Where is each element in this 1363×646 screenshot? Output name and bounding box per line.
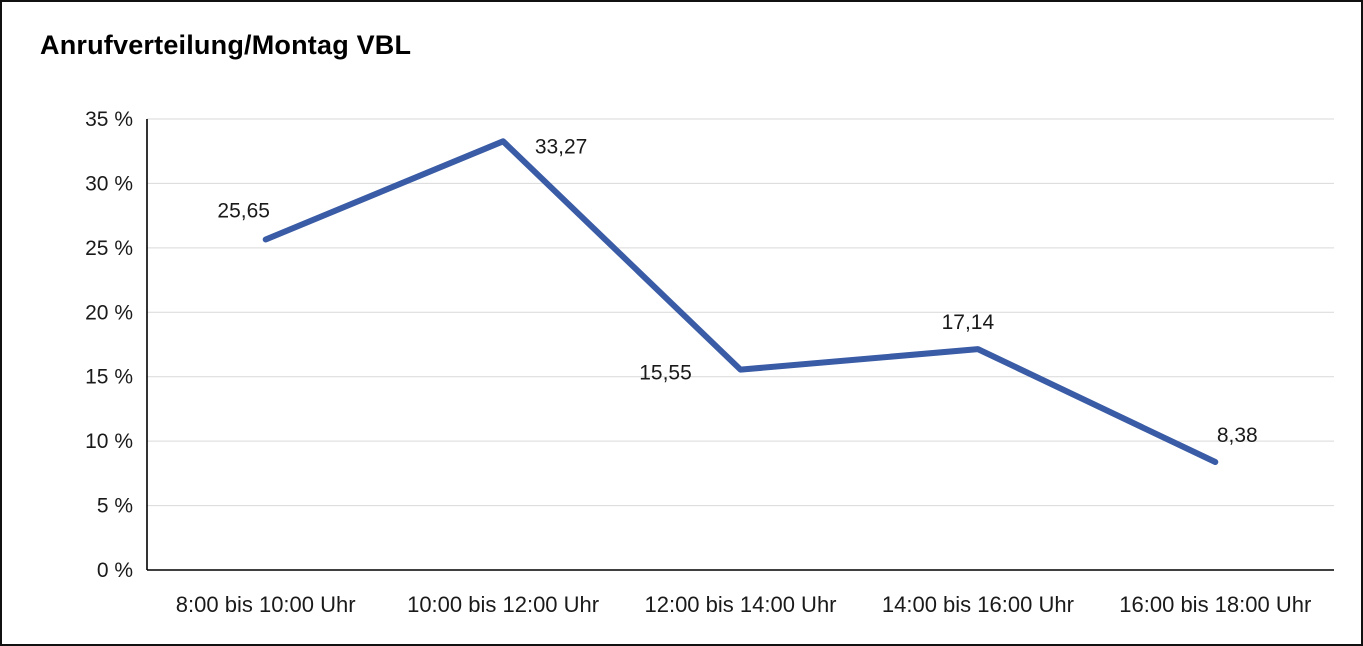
y-axis-label: 15 %	[85, 366, 133, 389]
x-axis-label: 14:00 bis 16:00 Uhr	[882, 592, 1074, 617]
x-axis-label: 8:00 bis 10:00 Uhr	[176, 592, 356, 617]
x-axis-label: 10:00 bis 12:00 Uhr	[407, 592, 599, 617]
data-label: 25,65	[217, 199, 270, 222]
y-axis-label: 30 %	[85, 172, 133, 195]
data-label: 33,27	[535, 135, 588, 158]
data-label: 15,55	[639, 362, 692, 385]
data-label: 8,38	[1217, 424, 1258, 447]
x-axis-label: 12:00 bis 14:00 Uhr	[644, 592, 836, 617]
y-axis-label: 35 %	[85, 108, 133, 131]
y-axis-label: 5 %	[97, 495, 133, 518]
y-axis-label: 0 %	[97, 559, 133, 582]
y-axis-label: 10 %	[85, 430, 133, 453]
y-axis-label: 25 %	[85, 237, 133, 260]
line-chart: 0 % 5 % 10 % 15 % 20 % 25 % 30 % 35 % 8:00 bis 1…	[85, 108, 1334, 617]
y-axis-label: 20 %	[85, 301, 133, 324]
chart-title: Anrufverteilung/Montag VBL	[40, 30, 412, 60]
x-axis-label: 16:00 bis 18:00 Uhr	[1119, 592, 1311, 617]
data-label: 17,14	[942, 311, 995, 334]
series-line	[262, 138, 1219, 466]
